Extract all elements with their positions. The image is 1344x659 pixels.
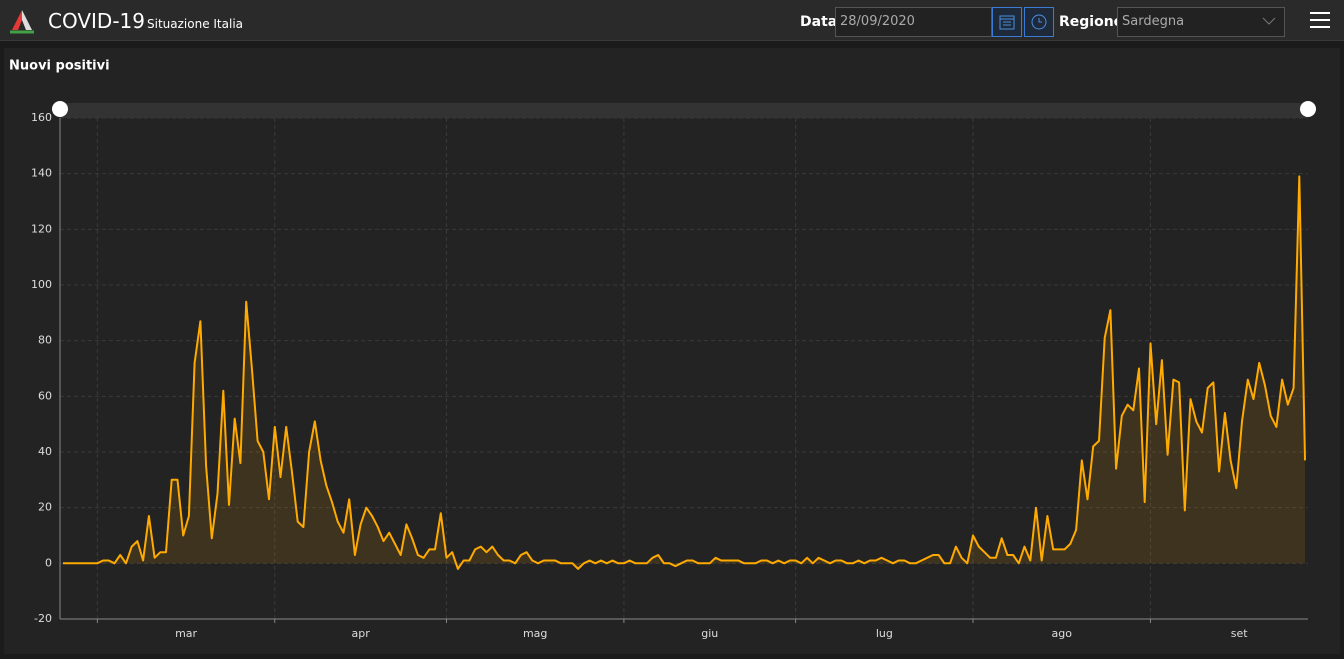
app-subtitle: Situazione Italia: [147, 17, 244, 31]
chart: Nuovi positivi -20 0 20 40 60 80 100 120 140 160 m…: [9, 59, 1316, 640]
region-select[interactable]: Sardegna: [1117, 7, 1285, 37]
y-tick-label: 0: [45, 556, 52, 569]
x-tick-label: set: [1231, 627, 1248, 640]
app-title: COVID-19: [48, 9, 146, 33]
line: [63, 175, 1306, 570]
region-label: Regione: [1059, 14, 1124, 30]
y-tick-label: 160: [31, 111, 52, 124]
chart-panel: Nuovi positivi -20 0 20 40 60 80 100 120 140 160 m…: [4, 48, 1340, 654]
y-tick-label: 60: [38, 389, 52, 402]
calendar-button[interactable]: [992, 7, 1022, 37]
menu-button[interactable]: [1310, 11, 1330, 29]
x-tick-label: apr: [351, 627, 370, 640]
date-input[interactable]: 28/09/2020: [835, 7, 992, 37]
y-tick-label: 100: [31, 278, 52, 291]
y-tick-label: 140: [31, 167, 52, 180]
logo: [10, 10, 34, 34]
chart-title: Nuovi positivi: [9, 59, 110, 74]
range-slider[interactable]: [60, 103, 1308, 118]
date-label: Data: [800, 14, 838, 30]
y-tick-label: 120: [31, 222, 52, 235]
range-handle-right[interactable]: [1300, 101, 1316, 117]
y-tick-label: 20: [38, 501, 52, 514]
x-tick-label: ago: [1052, 627, 1073, 640]
calendar-icon: [999, 15, 1015, 30]
y-tick-label: 80: [38, 334, 52, 347]
area: [63, 176, 1305, 569]
range-handle-left[interactable]: [52, 101, 68, 117]
x-tick-label: lug: [876, 627, 893, 640]
time-button[interactable]: [1024, 7, 1054, 37]
y-tick-label: 40: [38, 445, 52, 458]
x-tick-label: mag: [523, 627, 547, 640]
x-tick-label: giu: [701, 627, 718, 640]
y-tick-label: -20: [34, 612, 52, 625]
top-bar: COVID-19 Situazione Italia Data 28/09/20…: [0, 0, 1344, 41]
clock-icon: [1031, 14, 1047, 30]
x-tick-label: mar: [175, 627, 197, 640]
dropdown-arrow: [1262, 17, 1276, 25]
